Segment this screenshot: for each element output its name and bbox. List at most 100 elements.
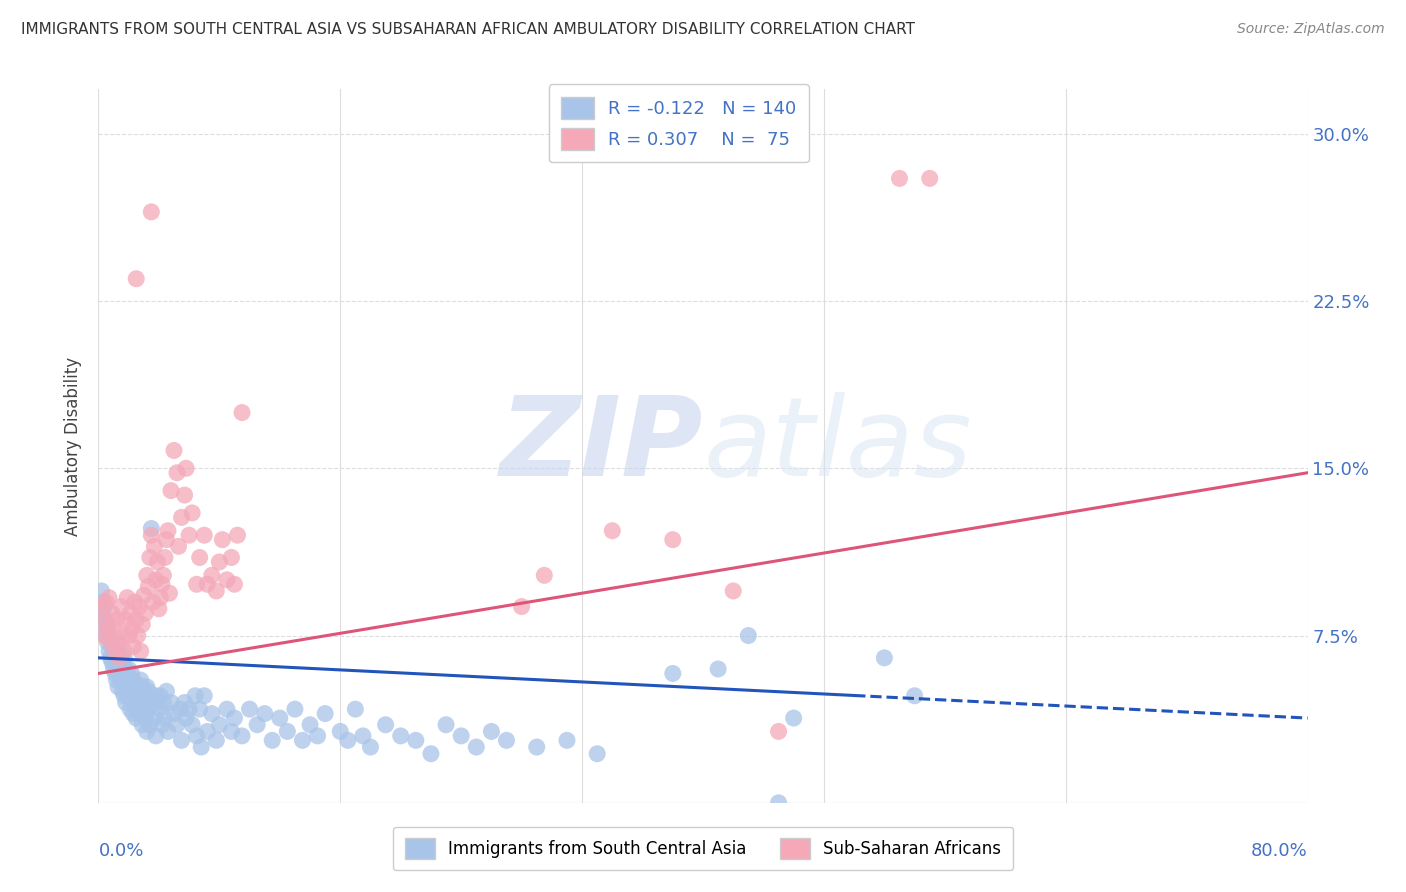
Point: [586, 747, 609, 761]
Point: [201, 568, 224, 582]
Point: [124, 696, 146, 710]
Point: [103, 644, 125, 658]
Point: [226, 528, 249, 542]
Point: [114, 613, 136, 627]
Point: [215, 573, 238, 587]
Point: [110, 648, 132, 663]
Text: IMMIGRANTS FROM SOUTH CENTRAL ASIA VS SUBSAHARAN AFRICAN AMBULATORY DISABILITY C: IMMIGRANTS FROM SOUTH CENTRAL ASIA VS SU…: [21, 22, 915, 37]
Point: [269, 711, 291, 725]
Point: [112, 651, 135, 665]
Point: [120, 702, 142, 716]
Point: [166, 466, 188, 480]
Point: [134, 689, 156, 703]
Point: [103, 662, 125, 676]
Point: [90, 583, 112, 598]
Point: [201, 706, 224, 721]
Point: [145, 573, 167, 587]
Point: [111, 684, 134, 698]
Point: [141, 528, 163, 542]
Point: [661, 533, 683, 547]
Point: [146, 696, 169, 710]
Point: [184, 689, 207, 703]
Point: [104, 666, 127, 681]
Point: [124, 595, 146, 609]
Point: [190, 740, 212, 755]
Point: [352, 729, 374, 743]
Point: [122, 640, 145, 654]
Point: [904, 689, 927, 703]
Point: [174, 711, 197, 725]
Point: [246, 717, 269, 731]
Point: [112, 689, 135, 703]
Y-axis label: Ambulatory Disability: Ambulatory Disability: [65, 357, 83, 535]
Point: [121, 666, 143, 681]
Point: [139, 550, 162, 565]
Point: [125, 711, 148, 725]
Point: [153, 550, 176, 565]
Point: [100, 651, 122, 665]
Point: [149, 591, 172, 605]
Point: [122, 673, 145, 687]
Point: [768, 796, 790, 810]
Point: [107, 635, 129, 649]
Point: [195, 724, 218, 739]
Point: [143, 711, 166, 725]
Point: [129, 706, 152, 721]
Point: [114, 696, 136, 710]
Point: [174, 461, 197, 475]
Point: [211, 533, 233, 547]
Point: [152, 568, 174, 582]
Point: [93, 628, 115, 642]
Point: [156, 524, 179, 538]
Point: [150, 717, 173, 731]
Point: [153, 711, 176, 725]
Point: [129, 644, 152, 658]
Point: [127, 699, 149, 714]
Point: [188, 702, 211, 716]
Point: [108, 651, 131, 665]
Point: [105, 673, 128, 687]
Text: atlas: atlas: [703, 392, 972, 500]
Point: [167, 539, 190, 553]
Point: [173, 696, 195, 710]
Text: 0.0%: 0.0%: [98, 842, 143, 860]
Point: [768, 724, 790, 739]
Point: [160, 696, 183, 710]
Point: [188, 550, 211, 565]
Point: [136, 702, 159, 716]
Point: [108, 666, 131, 681]
Point: [224, 711, 246, 725]
Point: [131, 717, 153, 731]
Point: [131, 617, 153, 632]
Point: [253, 706, 276, 721]
Point: [155, 684, 177, 698]
Point: [166, 717, 188, 731]
Point: [125, 271, 148, 285]
Point: [115, 666, 138, 681]
Point: [98, 644, 121, 658]
Point: [160, 483, 183, 498]
Point: [526, 740, 548, 755]
Point: [276, 724, 298, 739]
Point: [389, 729, 412, 743]
Point: [156, 724, 179, 739]
Point: [465, 740, 488, 755]
Point: [105, 613, 128, 627]
Point: [169, 702, 191, 716]
Point: [94, 628, 117, 642]
Point: [122, 706, 145, 721]
Legend: Immigrants from South Central Asia, Sub-Saharan Africans: Immigrants from South Central Asia, Sub-…: [394, 827, 1012, 871]
Point: [181, 717, 204, 731]
Point: [142, 595, 165, 609]
Point: [139, 717, 162, 731]
Point: [434, 717, 457, 731]
Point: [125, 684, 148, 698]
Point: [314, 706, 336, 721]
Point: [737, 628, 759, 642]
Point: [208, 717, 231, 731]
Point: [602, 524, 624, 538]
Point: [121, 684, 143, 698]
Point: [141, 204, 163, 219]
Point: [555, 733, 578, 747]
Point: [215, 702, 238, 716]
